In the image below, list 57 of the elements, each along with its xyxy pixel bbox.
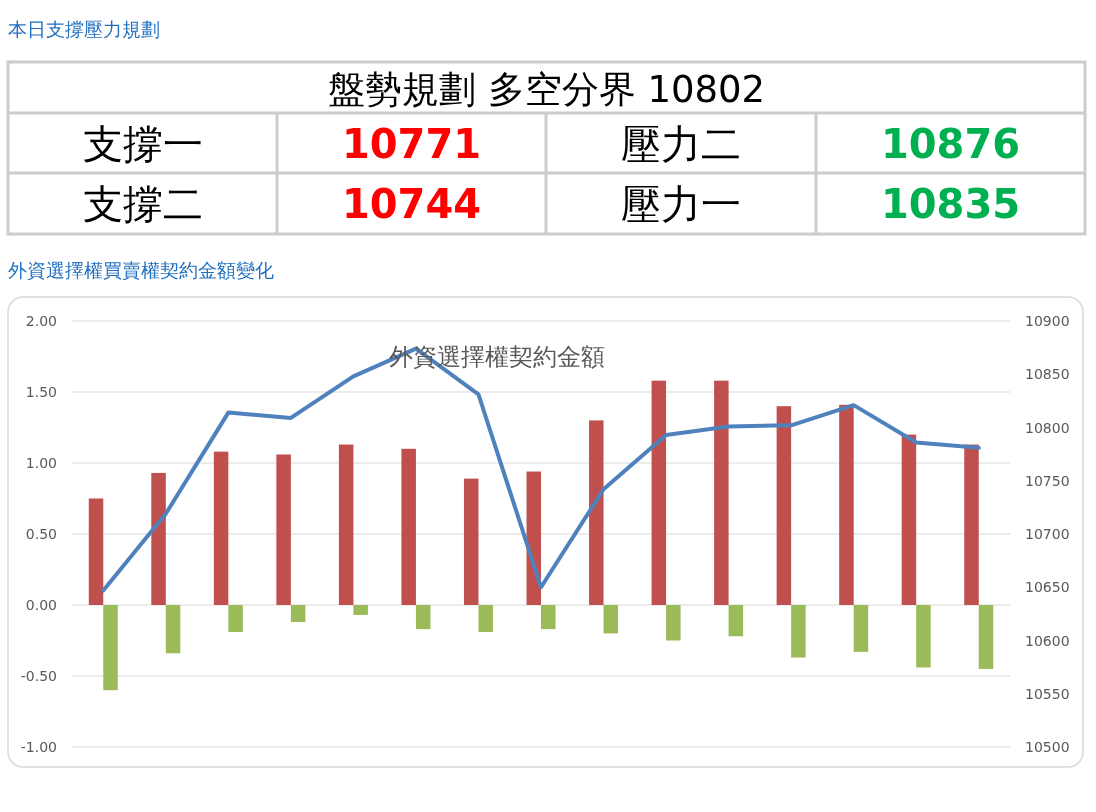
bar bbox=[666, 605, 681, 641]
bar bbox=[791, 605, 806, 658]
bar bbox=[151, 472, 166, 605]
bar bbox=[901, 434, 917, 605]
y-tick-label: 0.00 bbox=[25, 597, 57, 613]
text: 本日支撐壓力規劃 bbox=[8, 18, 160, 40]
y2-tick-label: 10600 bbox=[1025, 632, 1070, 649]
y2-tick-label: 10500 bbox=[1025, 739, 1070, 755]
y-tick-label: -1.00 bbox=[20, 739, 57, 755]
text: 壓力二 bbox=[621, 121, 741, 167]
bar bbox=[415, 605, 431, 630]
bar bbox=[964, 444, 979, 605]
y-tick-label: 1.50 bbox=[25, 384, 57, 400]
text: 支撐二 bbox=[82, 181, 203, 227]
bar bbox=[853, 605, 869, 652]
bar bbox=[290, 605, 306, 623]
bar bbox=[589, 420, 604, 605]
chart-title: 外資選擇權買賣權契約金額變化 bbox=[8, 259, 274, 281]
bar bbox=[401, 448, 416, 605]
y2-tick-label: 10750 bbox=[1025, 472, 1070, 489]
bar bbox=[776, 406, 792, 605]
bar bbox=[978, 605, 994, 669]
bar bbox=[165, 605, 181, 654]
text: 10835 bbox=[880, 181, 1021, 227]
text: 壓力一 bbox=[621, 181, 741, 227]
y2-tick-label: 10900 bbox=[1025, 313, 1070, 329]
text: 10744 bbox=[341, 181, 482, 227]
bar bbox=[353, 605, 368, 615]
y2-tick-label: 10550 bbox=[1025, 685, 1070, 702]
bar bbox=[88, 498, 104, 605]
bar bbox=[228, 605, 243, 632]
bar bbox=[338, 444, 354, 605]
y-tick-label: 0.50 bbox=[25, 526, 57, 542]
bar bbox=[478, 605, 493, 632]
bar bbox=[213, 451, 229, 605]
y2-tick-label: 10700 bbox=[1025, 526, 1070, 542]
bar bbox=[103, 605, 118, 691]
y-tick-label: 2.00 bbox=[25, 313, 57, 329]
bar bbox=[916, 605, 931, 668]
text: 支撐一 bbox=[82, 121, 203, 167]
y2-tick-label: 10800 bbox=[1025, 419, 1070, 436]
text: 盤勢規劃 多空分界 10802 bbox=[327, 68, 766, 111]
text: 10771 bbox=[341, 121, 482, 167]
bar bbox=[651, 380, 667, 605]
bar bbox=[276, 454, 291, 605]
bar bbox=[714, 380, 729, 605]
bar bbox=[463, 478, 479, 605]
line-series bbox=[101, 346, 981, 593]
bar bbox=[839, 404, 854, 605]
y-tick-label: -0.50 bbox=[20, 668, 57, 684]
y2-tick-label: 10650 bbox=[1025, 579, 1070, 596]
bar bbox=[603, 605, 619, 634]
bar bbox=[541, 605, 556, 630]
bar bbox=[728, 605, 744, 637]
y2-tick-label: 10850 bbox=[1025, 366, 1070, 383]
text: 10876 bbox=[880, 121, 1021, 167]
y-tick-label: 1.00 bbox=[25, 455, 57, 471]
